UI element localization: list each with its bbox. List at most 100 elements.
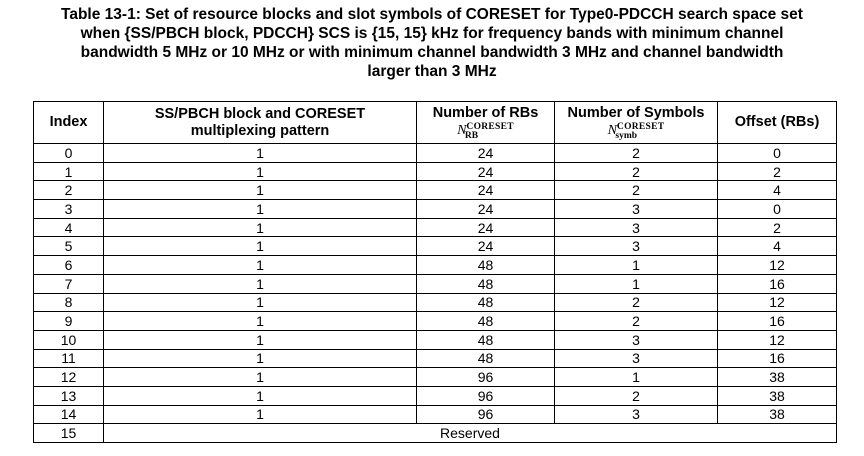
cell-rbs: 48 bbox=[416, 273, 555, 294]
cell-index: 6 bbox=[33, 255, 104, 275]
cell-index: 1 bbox=[33, 161, 104, 182]
header-pattern-line2: multiplexing pattern bbox=[190, 122, 330, 139]
cell-pattern: 1 bbox=[103, 367, 417, 387]
table-row: 2 1 24 2 4 bbox=[33, 180, 837, 201]
cell-offset: 38 bbox=[717, 404, 837, 425]
symbol-superscript: CORESET bbox=[616, 121, 665, 132]
cell-offset: 2 bbox=[717, 217, 837, 238]
table-row: 6 1 48 1 12 bbox=[33, 255, 837, 275]
header-index: Index bbox=[33, 101, 104, 144]
cell-index: 8 bbox=[33, 292, 104, 313]
cell-pattern: 1 bbox=[103, 348, 417, 369]
cell-symbols: 3 bbox=[554, 329, 718, 350]
header-symbols-symbol: NCORESETsymb bbox=[556, 121, 717, 141]
cell-index: 0 bbox=[33, 143, 104, 163]
table-row: 4 1 24 3 2 bbox=[33, 217, 837, 238]
cell-rbs: 24 bbox=[416, 143, 555, 163]
cell-symbols: 2 bbox=[554, 180, 718, 201]
table-row: 8 1 48 2 12 bbox=[33, 292, 837, 313]
cell-pattern: 1 bbox=[103, 236, 417, 257]
header-pattern-line1: SS/PBCH block and CORESET bbox=[154, 105, 366, 122]
table-row: 12 1 96 1 38 bbox=[33, 367, 837, 387]
cell-rbs: 24 bbox=[416, 199, 555, 219]
cell-offset: 16 bbox=[717, 311, 837, 331]
cell-pattern: 1 bbox=[103, 273, 417, 294]
cell-pattern: 1 bbox=[103, 385, 417, 406]
table-body: 0 1 24 2 0 1 1 24 2 2 2 1 24 2 4 3 1 24 3 0 4 1 24 3 2 5 1 24 3 4 6 1 48… bbox=[33, 143, 837, 443]
cell-index: 9 bbox=[33, 311, 104, 331]
table-row: 7 1 48 1 16 bbox=[33, 273, 837, 294]
cell-rbs: 24 bbox=[416, 180, 555, 201]
caption-line: Table 13-1: Set of resource blocks and s… bbox=[61, 6, 803, 23]
header-row: Index SS/PBCH block and CORESET multiple… bbox=[33, 101, 837, 144]
cell-offset: 2 bbox=[717, 161, 837, 182]
cell-pattern: 1 bbox=[103, 217, 417, 238]
cell-index: 13 bbox=[33, 385, 104, 406]
header-symbols: Number of Symbols NCORESETsymb bbox=[554, 101, 718, 144]
table-row: 11 1 48 3 16 bbox=[33, 348, 837, 369]
cell-symbols: 3 bbox=[554, 199, 718, 219]
cell-rbs: 48 bbox=[416, 348, 555, 369]
table-row: 10 1 48 3 12 bbox=[33, 329, 837, 350]
header-rbs-symbol: NCORESETRB bbox=[418, 121, 554, 141]
cell-offset: 12 bbox=[717, 292, 837, 313]
table-row-reserved: 15 Reserved bbox=[33, 423, 837, 443]
cell-rbs: 48 bbox=[416, 311, 555, 331]
header-rbs: Number of RBs NCORESETRB bbox=[416, 101, 555, 144]
table-row: 9 1 48 2 16 bbox=[33, 311, 837, 331]
cell-pattern: 1 bbox=[103, 143, 417, 163]
cell-symbols: 2 bbox=[554, 161, 718, 182]
cell-symbols: 2 bbox=[554, 292, 718, 313]
cell-index: 14 bbox=[33, 404, 104, 425]
cell-index: 4 bbox=[33, 217, 104, 238]
cell-symbols: 2 bbox=[554, 311, 718, 331]
cell-symbols: 1 bbox=[554, 367, 718, 387]
cell-rbs: 48 bbox=[416, 255, 555, 275]
table-row: 3 1 24 3 0 bbox=[33, 199, 837, 219]
table-row: 13 1 96 2 38 bbox=[33, 385, 837, 406]
symbol-n: N bbox=[607, 122, 617, 138]
table-row: 5 1 24 3 4 bbox=[33, 236, 837, 257]
cell-rbs: 96 bbox=[416, 385, 555, 406]
cell-pattern: 1 bbox=[103, 161, 417, 182]
cell-symbols: 1 bbox=[554, 273, 718, 294]
cell-symbols: 3 bbox=[554, 404, 718, 425]
cell-offset: 16 bbox=[717, 348, 837, 369]
cell-index: 10 bbox=[33, 329, 104, 350]
cell-pattern: 1 bbox=[103, 292, 417, 313]
cell-symbols: 2 bbox=[554, 143, 718, 163]
cell-offset: 38 bbox=[717, 367, 837, 387]
cell-pattern: 1 bbox=[103, 329, 417, 350]
symbol-subscript: symb bbox=[615, 130, 638, 141]
cell-pattern: 1 bbox=[103, 311, 417, 331]
cell-offset: 4 bbox=[717, 236, 837, 257]
coreset-table: Index SS/PBCH block and CORESET multiple… bbox=[33, 101, 837, 443]
symbol-superscript: CORESET bbox=[466, 121, 514, 132]
cell-symbols: 3 bbox=[554, 348, 718, 369]
table-row: 14 1 96 3 38 bbox=[33, 404, 837, 425]
cell-pattern: 1 bbox=[103, 404, 417, 425]
cell-offset: 0 bbox=[717, 143, 837, 163]
cell-symbols: 2 bbox=[554, 385, 718, 406]
cell-pattern: 1 bbox=[103, 255, 417, 275]
header-symbols-label: Number of Symbols bbox=[567, 104, 705, 121]
cell-offset: 12 bbox=[717, 255, 837, 275]
caption-line: when {SS/PBCH block, PDCCH} SCS is {15, … bbox=[80, 25, 784, 42]
cell-pattern: 1 bbox=[103, 199, 417, 219]
cell-symbols: 3 bbox=[554, 236, 718, 257]
cell-index: 15 bbox=[33, 423, 104, 443]
table-row: 0 1 24 2 0 bbox=[33, 143, 837, 163]
cell-symbols: 3 bbox=[554, 217, 718, 238]
cell-rbs: 96 bbox=[416, 367, 555, 387]
cell-rbs: 96 bbox=[416, 404, 555, 425]
cell-offset: 16 bbox=[717, 273, 837, 294]
cell-index: 3 bbox=[33, 199, 104, 219]
cell-rbs: 24 bbox=[416, 217, 555, 238]
cell-index: 5 bbox=[33, 236, 104, 257]
cell-offset: 38 bbox=[717, 385, 837, 406]
table-caption: Table 13-1: Set of resource blocks and s… bbox=[0, 5, 864, 81]
cell-rbs: 48 bbox=[416, 292, 555, 313]
header-rbs-label: Number of RBs bbox=[432, 104, 539, 121]
header-offset: Offset (RBs) bbox=[717, 101, 837, 144]
cell-index: 2 bbox=[33, 180, 104, 201]
